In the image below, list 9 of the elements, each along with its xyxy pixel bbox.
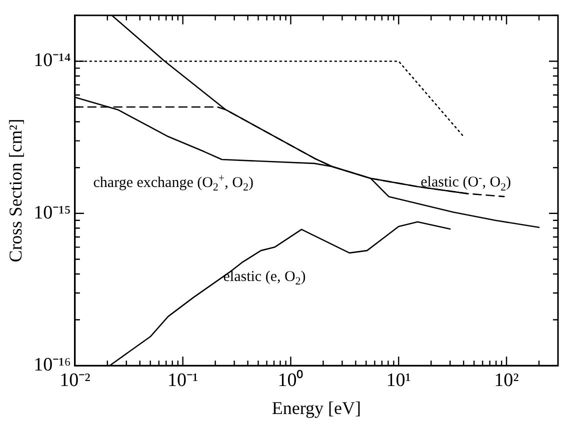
- y-tick-label: 10⁻¹⁴: [34, 50, 72, 72]
- x-axis-title: Energy [eV]: [272, 398, 362, 418]
- x-tick-label: 10¹: [386, 370, 412, 391]
- x-tick-label: 10⁻²: [60, 370, 91, 391]
- y-axis-title: Cross Section [cm²]: [6, 118, 26, 262]
- x-tick-label: 10²: [494, 370, 520, 391]
- x-tick-label: 10⁰: [278, 368, 304, 391]
- y-tick-label: 10⁻¹⁵: [34, 202, 71, 224]
- x-tick-label: 10⁻¹: [167, 370, 198, 391]
